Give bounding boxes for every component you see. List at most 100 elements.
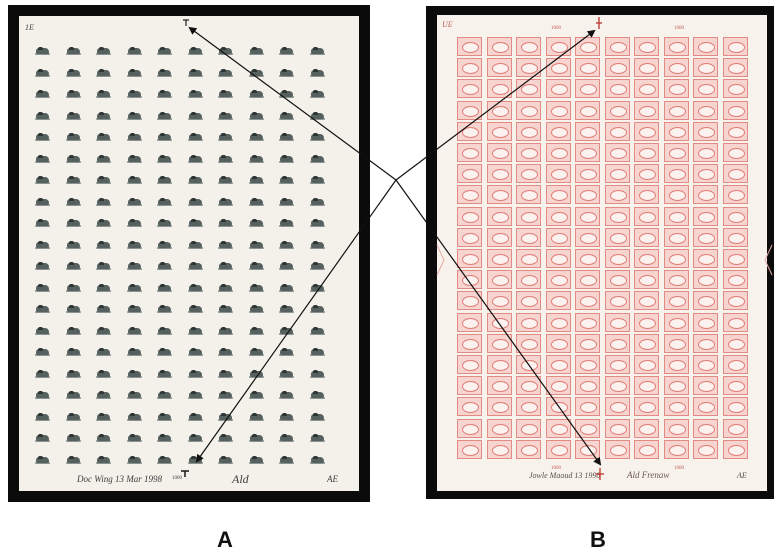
- stamp-b: [722, 418, 748, 438]
- stamp-b: [545, 333, 571, 353]
- stamp-a: [65, 176, 82, 184]
- stamp-a: [309, 455, 326, 464]
- stamp-a: [248, 391, 265, 399]
- stamp-b: [634, 355, 659, 374]
- sheet-a-bottom-register-mark: [181, 470, 189, 477]
- stamp-b: [516, 206, 541, 226]
- stamp-a: [278, 369, 295, 378]
- stamp-b: [486, 418, 512, 438]
- stamp-a: [156, 455, 173, 464]
- stamp-a: [95, 176, 112, 184]
- stamp-b: [486, 397, 512, 417]
- stamp-b: [663, 333, 689, 353]
- stamp-b: [663, 270, 689, 290]
- stamp-b: [575, 291, 600, 311]
- stamp-a: [278, 219, 295, 227]
- stamp-b: [545, 312, 571, 332]
- stamp-b: [634, 185, 659, 205]
- stamp-a: [217, 240, 234, 249]
- stamp-b: [545, 227, 571, 247]
- stamp-b: [693, 79, 718, 99]
- stamp-a: [65, 262, 82, 270]
- stamp-a: [95, 434, 112, 442]
- stamp-b: [457, 37, 482, 56]
- stamp-b: [693, 312, 718, 332]
- stamp-b: [693, 143, 718, 162]
- stamp-a: [156, 219, 173, 227]
- stamp-a: [217, 305, 234, 313]
- stamp-b: [663, 58, 689, 78]
- stamp-b: [693, 206, 718, 226]
- stamp-b: [486, 376, 512, 396]
- stamp-b: [604, 333, 630, 353]
- stamp-a: [156, 305, 173, 313]
- stamp-a: [248, 240, 265, 249]
- stamp-b: [516, 312, 541, 332]
- stamp-a: [248, 133, 265, 141]
- stamp-b: [575, 397, 600, 417]
- sheet-b-frame: UE 1000 1000 1000 1000 Jowle Maoud 13 19…: [426, 6, 774, 499]
- stamp-b: [663, 206, 689, 226]
- stamp-a: [309, 262, 326, 270]
- stamp-b: [486, 79, 512, 99]
- stamp-a: [65, 369, 82, 378]
- stamp-b: [604, 270, 630, 290]
- stamp-a: [65, 283, 82, 292]
- stamp-a: [34, 305, 51, 313]
- arrow-a-top-to-b-bottom-tail: [395, 179, 602, 466]
- stamp-a: [156, 154, 173, 163]
- stamp-b: [663, 79, 689, 99]
- stamp-a: [34, 455, 51, 464]
- stamp-b: [634, 100, 659, 120]
- stamp-b: [516, 164, 541, 184]
- stamp-b: [545, 439, 571, 459]
- stamp-a: [278, 326, 295, 335]
- stamp-b: [516, 249, 541, 268]
- stamp-b: [516, 418, 541, 438]
- stamp-b: [722, 333, 748, 353]
- stamp-a: [156, 111, 173, 120]
- stamp-b: [722, 37, 748, 56]
- stamp-a: [34, 219, 51, 227]
- stamp-a: [309, 326, 326, 335]
- stamp-a: [309, 47, 326, 55]
- stamp-b: [634, 58, 659, 78]
- stamp-a: [65, 197, 82, 206]
- stamp-b: [545, 249, 571, 268]
- stamp-a: [126, 133, 143, 141]
- stamp-b: [575, 164, 600, 184]
- stamp-b: [693, 397, 718, 417]
- stamp-a: [217, 434, 234, 442]
- stamp-b: [457, 355, 482, 374]
- stamp-b: [663, 397, 689, 417]
- sheet-b-side-guide-marks: [436, 244, 773, 276]
- stamp-b: [545, 185, 571, 205]
- stamp-a: [95, 240, 112, 249]
- stamp-a: [217, 369, 234, 378]
- stamp-b: [693, 333, 718, 353]
- stamp-a: [65, 391, 82, 399]
- stamp-a: [248, 369, 265, 378]
- stamp-a: [309, 434, 326, 442]
- stamp-a: [309, 197, 326, 206]
- sheet-a-frame: 1E 1000 Doc Wing 13 Mar 1998 Ald AE: [8, 5, 370, 502]
- stamp-a: [278, 455, 295, 464]
- stamp-a: [309, 369, 326, 378]
- stamp-b: [486, 121, 512, 141]
- stamp-b: [693, 249, 718, 268]
- stamp-a: [65, 305, 82, 313]
- stamp-a: [156, 326, 173, 335]
- stamp-b: [663, 376, 689, 396]
- stamp-a: [187, 154, 204, 163]
- stamp-b: [604, 249, 630, 268]
- stamp-a: [309, 412, 326, 421]
- stamp-a: [156, 68, 173, 77]
- stamp-b: [516, 227, 541, 247]
- stamp-b: [457, 439, 482, 459]
- stamp-b: [575, 376, 600, 396]
- panel-label-a: A: [217, 527, 233, 552]
- stamp-b: [634, 164, 659, 184]
- stamp-a: [34, 326, 51, 335]
- stamp-b: [457, 185, 482, 205]
- sheet-b-inscription: Jowle Maoud 13 1998: [529, 471, 601, 480]
